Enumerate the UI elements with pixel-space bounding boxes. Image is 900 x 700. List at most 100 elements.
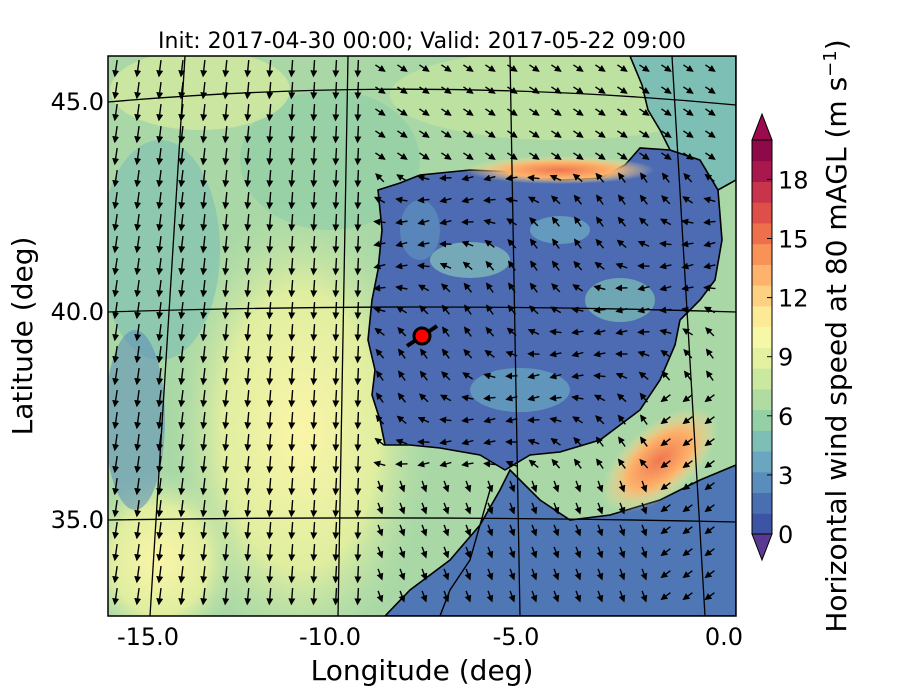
wind-vector — [442, 546, 450, 559]
wind-vector — [461, 240, 474, 248]
wind-vector — [310, 565, 318, 584]
wind-vector — [112, 433, 120, 452]
wind-vector — [156, 433, 164, 452]
wind-vector — [222, 301, 230, 320]
wind-vector — [266, 279, 274, 298]
wind-vector — [439, 394, 452, 402]
wind-vector — [266, 169, 274, 188]
wind-vector — [266, 565, 274, 584]
wind-vector — [485, 282, 494, 293]
wind-vector — [178, 389, 186, 408]
wind-vector — [310, 59, 318, 78]
wind-vector — [156, 279, 164, 298]
wind-vector — [332, 235, 340, 254]
wind-vector — [266, 125, 274, 144]
colorbar-segment — [752, 222, 772, 245]
wind-vector — [683, 370, 692, 381]
wind-vector — [682, 570, 693, 579]
wind-vector — [332, 81, 340, 100]
wind-vector — [200, 543, 208, 562]
wind-vector — [266, 103, 274, 122]
wind-vector — [681, 284, 694, 292]
wind-vector — [288, 125, 296, 144]
wind-vector — [310, 389, 318, 408]
wind-vector — [442, 502, 450, 515]
wind-vector — [683, 130, 694, 138]
wind-vector — [310, 367, 318, 386]
wind-vector — [681, 240, 694, 248]
wind-vector — [704, 526, 715, 535]
wind-vector — [200, 169, 208, 188]
colorbar-label: Horizontal wind speed at 80 mAGL (m s−1) — [820, 39, 853, 632]
wind-vector — [639, 458, 649, 469]
wind-vector — [419, 130, 430, 138]
wind-vector — [706, 370, 714, 381]
wind-vector — [681, 218, 694, 226]
wind-vector — [463, 108, 474, 116]
wind-vector — [375, 130, 386, 138]
wind-vector — [507, 238, 517, 249]
wind-vector — [637, 284, 650, 292]
wind-vector — [244, 125, 252, 144]
wind-vector — [507, 64, 518, 72]
colorbar-segment — [752, 513, 772, 535]
wind-vector — [661, 86, 672, 94]
wind-vector — [704, 460, 715, 469]
wind-vector — [310, 103, 318, 122]
colorbar-segment — [752, 430, 772, 452]
wind-vector — [134, 279, 142, 298]
wind-vector — [288, 323, 296, 342]
wind-vector — [395, 284, 408, 292]
wind-vector — [222, 235, 230, 254]
wind-vector — [310, 345, 318, 364]
wind-vector — [310, 257, 318, 276]
wind-vector — [244, 587, 252, 606]
wind-vector — [461, 394, 474, 402]
colorbar-segment — [752, 451, 772, 473]
wind-vector — [244, 147, 252, 166]
wind-vector — [617, 86, 628, 94]
wind-vector — [266, 389, 274, 408]
wind-vector — [485, 130, 496, 138]
wind-vector — [595, 216, 604, 227]
wind-vector — [288, 59, 296, 78]
wind-vector — [354, 191, 362, 210]
wind-vector — [266, 345, 274, 364]
wind-vector — [505, 174, 518, 182]
wind-vector — [441, 130, 452, 138]
wind-vector — [594, 261, 605, 270]
wind-vector — [200, 345, 208, 364]
wind-vector — [463, 348, 473, 359]
wind-vector — [244, 521, 252, 540]
wind-vector — [704, 394, 715, 403]
x-tick-label: 0.0 — [705, 623, 743, 651]
wind-vector — [464, 546, 472, 559]
wind-vector — [683, 64, 694, 72]
wind-vector — [397, 86, 408, 94]
wind-vector — [442, 524, 450, 537]
wind-vector — [266, 235, 274, 254]
wind-vector — [266, 543, 274, 562]
wind-vector — [200, 499, 208, 518]
wind-vector — [617, 64, 628, 72]
wind-vector — [573, 238, 582, 249]
wind-vector — [704, 504, 715, 513]
wind-vector — [638, 217, 649, 227]
wind-vector — [483, 372, 496, 380]
wind-vector — [112, 389, 120, 408]
site-marker-dot — [412, 326, 432, 346]
wind-vector — [354, 125, 362, 144]
wind-vector — [332, 521, 340, 540]
wind-vector — [134, 213, 142, 232]
wind-vector — [244, 389, 252, 408]
wind-vector — [595, 108, 606, 116]
wind-vector — [573, 194, 583, 205]
wind-vector — [505, 350, 518, 358]
wind-vector — [222, 411, 230, 430]
wind-vector — [530, 524, 538, 537]
wind-vector — [398, 370, 406, 381]
wind-vector — [134, 477, 142, 496]
wind-vector — [660, 526, 671, 535]
wind-vector — [574, 480, 582, 493]
wind-vector — [419, 86, 430, 94]
